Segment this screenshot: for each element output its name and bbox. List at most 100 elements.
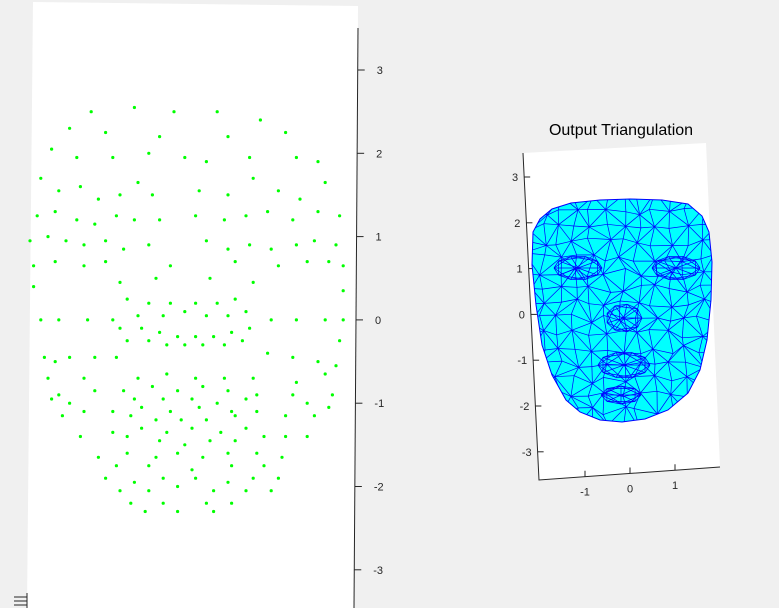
scatter-point xyxy=(276,264,280,268)
mesh-edge xyxy=(547,209,559,216)
mesh-edge xyxy=(667,330,674,354)
mesh-edge xyxy=(654,226,673,246)
mesh-edge xyxy=(592,383,605,394)
mesh-edge xyxy=(688,298,705,306)
scatter-point xyxy=(75,218,79,222)
scatter-point xyxy=(312,239,316,243)
scatter-point xyxy=(183,155,187,160)
mesh-edge xyxy=(625,362,642,383)
mesh-edge xyxy=(602,274,612,293)
mesh-edge xyxy=(644,357,651,366)
scatter-point xyxy=(39,176,43,180)
mesh-edge xyxy=(602,357,625,366)
mesh-edge xyxy=(532,252,540,276)
left-axes: 3 2 1 0 -1 -2 -3 xyxy=(14,2,384,608)
scatter-point xyxy=(50,397,54,401)
mesh-edge xyxy=(704,284,712,300)
mesh-edge xyxy=(715,337,718,351)
mesh-edge xyxy=(622,268,626,292)
mesh-edge xyxy=(648,329,654,350)
mesh-edge xyxy=(640,348,653,355)
mesh-edge xyxy=(634,388,642,396)
scatter-point xyxy=(323,180,327,185)
mesh-edge xyxy=(683,298,705,319)
mesh-edge xyxy=(587,238,595,256)
face-outline xyxy=(531,198,713,423)
mesh-edge xyxy=(652,348,669,363)
mesh-edge xyxy=(604,239,612,261)
mesh-edge xyxy=(592,407,609,422)
mesh-edge xyxy=(545,224,559,246)
mesh-edge xyxy=(686,284,701,293)
scatter-point xyxy=(150,384,154,389)
mesh-edge xyxy=(546,244,556,246)
scatter-point xyxy=(161,314,165,318)
scatter-point xyxy=(68,401,72,405)
mesh-edge xyxy=(638,302,650,307)
mesh-edge xyxy=(570,396,579,409)
scatter-point xyxy=(179,418,183,422)
mesh-edge xyxy=(571,329,592,352)
mesh-edge xyxy=(703,254,712,272)
mesh-edge xyxy=(603,300,621,306)
mesh-edge xyxy=(623,364,633,378)
mesh-edge xyxy=(654,284,670,289)
mesh-edge xyxy=(607,224,612,240)
mesh-edge xyxy=(626,326,638,333)
mesh-edge xyxy=(530,304,531,323)
mesh-edge xyxy=(675,256,684,269)
mesh-edge xyxy=(656,256,669,262)
mesh-edge xyxy=(681,337,684,346)
scatter-point xyxy=(176,509,180,514)
scatter-point xyxy=(248,243,252,247)
scatter-point xyxy=(204,418,208,422)
mesh-edge xyxy=(668,211,670,229)
mesh-edge xyxy=(587,199,594,210)
mesh-edge xyxy=(625,211,640,216)
mesh-edge xyxy=(587,237,611,240)
scatter-point xyxy=(244,489,248,493)
scatter-point xyxy=(140,326,144,330)
mesh-edge xyxy=(622,406,627,422)
mesh-edge xyxy=(648,317,659,330)
scatter-point xyxy=(230,501,234,505)
scatter-point xyxy=(341,264,345,268)
scatter-point xyxy=(104,476,108,480)
mesh-edge xyxy=(672,245,683,262)
scatter-point xyxy=(305,260,309,264)
mesh-edge xyxy=(636,199,641,215)
scatter-point xyxy=(114,214,118,218)
mesh-edge xyxy=(573,367,580,376)
scatter-point xyxy=(172,110,176,114)
mesh-edge xyxy=(683,317,704,337)
scatter-point xyxy=(53,260,57,264)
mesh-edge xyxy=(625,406,641,422)
mesh-edge xyxy=(571,330,576,350)
scatter-point xyxy=(294,380,298,384)
mesh-edge xyxy=(591,305,604,323)
mesh-edge xyxy=(671,306,684,319)
scatter-point xyxy=(222,343,226,347)
mesh-edge xyxy=(714,272,716,285)
mesh-edge xyxy=(669,208,685,212)
mesh-edge xyxy=(606,329,627,335)
scatter-point xyxy=(201,384,205,389)
scatter-point xyxy=(183,310,187,314)
mesh-edge xyxy=(539,315,545,331)
mesh-edge xyxy=(561,298,578,303)
scatter-point xyxy=(147,243,151,247)
mesh-edge xyxy=(638,302,659,319)
mesh-edge xyxy=(524,241,526,253)
mesh-edge xyxy=(656,274,669,280)
mesh-edge xyxy=(592,407,604,415)
mesh-edge xyxy=(570,256,579,269)
scatter-point xyxy=(294,155,298,160)
scatter-point xyxy=(190,426,194,430)
mesh-edge xyxy=(668,225,689,229)
mesh-edge xyxy=(610,226,626,240)
mesh-edge xyxy=(591,351,607,365)
scatter-point xyxy=(280,455,284,459)
mesh-edge xyxy=(543,330,559,349)
scatter-point xyxy=(294,243,298,247)
scatter-point xyxy=(125,434,129,439)
